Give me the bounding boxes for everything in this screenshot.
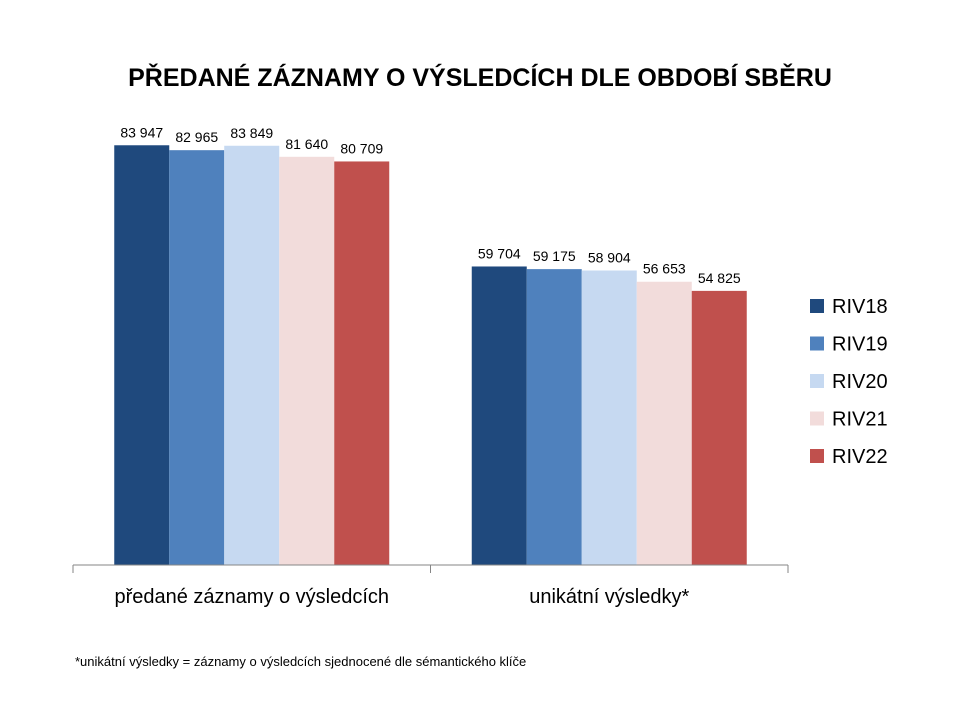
bar-riv18-cat2 xyxy=(471,266,527,565)
data-labels-layer: 83 947 82 965 83 849 81 640 80 709 59 704 59 1… xyxy=(120,124,741,286)
legend-swatch-riv22 xyxy=(810,449,824,463)
category-label-2: unikátní výsledky* xyxy=(529,586,689,608)
legend-label-riv22: RIV22 xyxy=(832,446,888,468)
legend-swatch-riv19 xyxy=(810,336,824,351)
data-label-riv20-cat1: 83 849 xyxy=(230,125,273,141)
bar-riv18-cat1 xyxy=(114,145,170,565)
legend-label-riv19: RIV19 xyxy=(832,334,888,356)
legend-swatch-riv20 xyxy=(810,374,824,388)
footnote: *unikátní výsledky = záznamy o výsledcíc… xyxy=(75,654,527,669)
legend: RIV18 RIV19 RIV20 RIV21 RIV22 xyxy=(810,296,888,468)
data-label-riv22-cat1: 80 709 xyxy=(340,140,383,156)
legend-swatch-riv18 xyxy=(810,299,824,313)
data-label-riv22-cat2: 54 825 xyxy=(698,270,741,286)
bar-riv20-cat2 xyxy=(581,270,637,565)
category-label-1: předané záznamy o výsledcích xyxy=(114,586,389,608)
data-label-riv21-cat1: 81 640 xyxy=(285,136,328,152)
data-label-riv21-cat2: 56 653 xyxy=(643,261,686,277)
bar-riv20-cat1 xyxy=(224,145,280,565)
x-axis: předané záznamy o výsledcích unikátní výs… xyxy=(72,564,789,608)
data-label-riv18-cat2: 59 704 xyxy=(478,245,521,261)
legend-swatch-riv21 xyxy=(810,411,824,426)
data-label-riv20-cat2: 58 904 xyxy=(588,249,631,265)
bar-riv19-cat2 xyxy=(526,269,582,565)
bars-layer xyxy=(114,145,747,566)
chart-title: PŘEDANÉ ZÁZNAMY O VÝSLEDCÍCH DLE OBDOBÍ … xyxy=(128,62,832,92)
legend-label-riv21: RIV21 xyxy=(832,409,888,431)
legend-label-riv20: RIV20 xyxy=(832,371,888,393)
bar-riv21-cat1 xyxy=(279,156,335,566)
legend-label-riv18: RIV18 xyxy=(832,296,888,318)
bar-riv22-cat2 xyxy=(691,290,747,565)
bar-riv19-cat1 xyxy=(169,150,225,566)
data-label-riv19-cat1: 82 965 xyxy=(175,129,218,145)
data-label-riv18-cat1: 83 947 xyxy=(120,124,163,140)
bar-riv21-cat2 xyxy=(636,281,692,565)
data-label-riv19-cat2: 59 175 xyxy=(533,248,576,264)
bar-riv22-cat1 xyxy=(334,161,390,565)
